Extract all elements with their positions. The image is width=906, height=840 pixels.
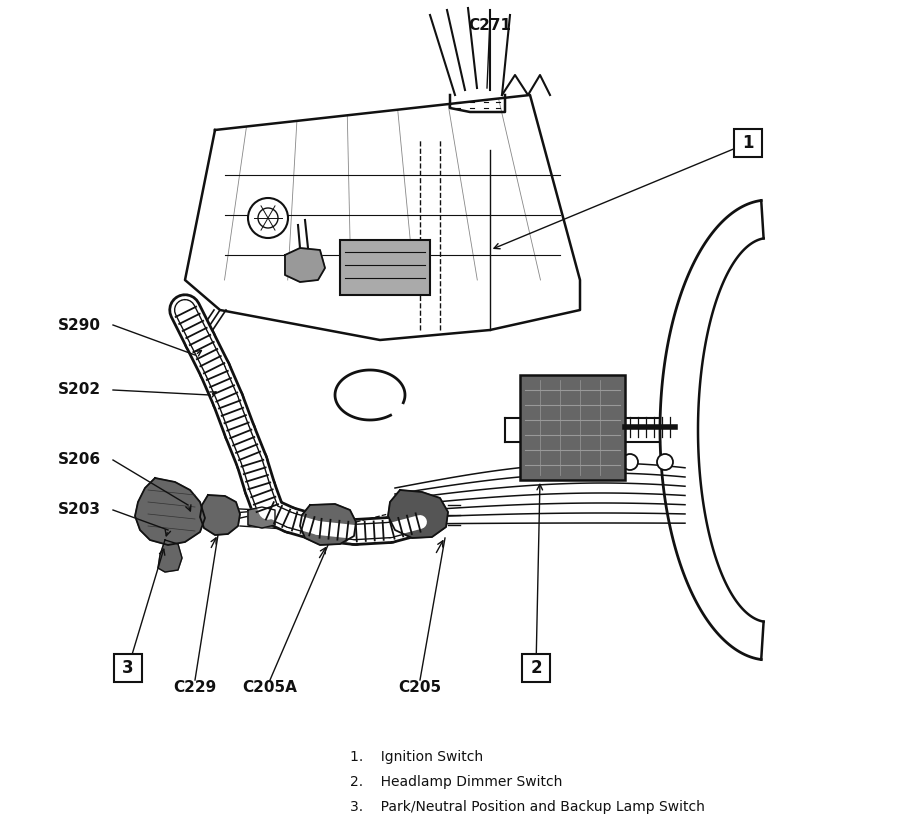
Polygon shape xyxy=(248,507,275,528)
Text: S203: S203 xyxy=(58,502,101,517)
Circle shape xyxy=(258,208,278,228)
Text: C271: C271 xyxy=(468,18,512,33)
Text: 2.    Headlamp Dimmer Switch: 2. Headlamp Dimmer Switch xyxy=(350,775,563,789)
Text: C229: C229 xyxy=(173,680,217,695)
Text: 3.    Park/Neutral Position and Backup Lamp Switch: 3. Park/Neutral Position and Backup Lamp… xyxy=(350,800,705,814)
Polygon shape xyxy=(200,495,240,535)
Bar xyxy=(520,375,625,480)
Text: S202: S202 xyxy=(58,382,101,397)
Text: S290: S290 xyxy=(58,318,101,333)
Bar xyxy=(114,654,142,682)
Text: S206: S206 xyxy=(58,453,101,468)
Circle shape xyxy=(248,198,288,238)
Text: C205A: C205A xyxy=(243,680,297,695)
Polygon shape xyxy=(135,478,205,545)
Polygon shape xyxy=(185,95,580,340)
Text: C205: C205 xyxy=(399,680,441,695)
Bar xyxy=(340,240,430,295)
Circle shape xyxy=(622,454,638,470)
Polygon shape xyxy=(300,504,356,545)
Circle shape xyxy=(657,454,673,470)
Polygon shape xyxy=(285,248,325,282)
Text: 1: 1 xyxy=(742,134,754,152)
Polygon shape xyxy=(388,490,448,538)
Polygon shape xyxy=(158,540,182,572)
Text: 3: 3 xyxy=(122,659,134,677)
Text: 1.    Ignition Switch: 1. Ignition Switch xyxy=(350,750,483,764)
Text: 2: 2 xyxy=(530,659,542,677)
Bar xyxy=(522,654,550,682)
Bar xyxy=(734,129,762,157)
